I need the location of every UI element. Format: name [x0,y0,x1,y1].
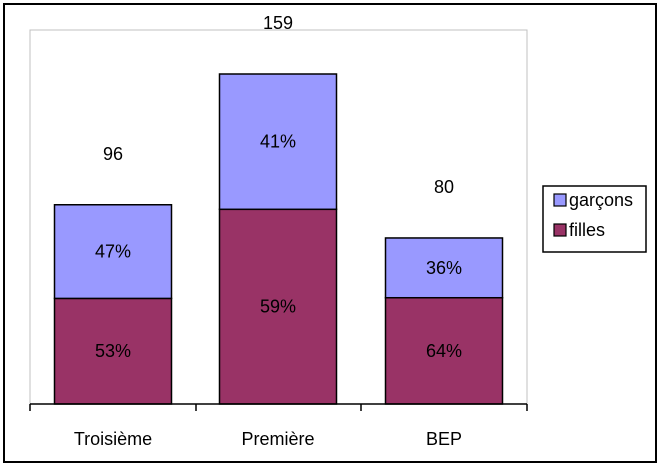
total-label-2: 80 [434,177,454,197]
legend: garçons filles [542,185,647,253]
data-label-filles-1: 59% [260,297,296,317]
bar-garçons-2 [384,237,504,299]
category-label-1: Première [241,429,314,449]
category-label-2: BEP [426,429,462,449]
total-label-0: 96 [103,144,123,164]
bar-garçons-1 [218,73,338,211]
legend-swatch-filles [553,223,567,237]
bar-garçons-0 [53,204,173,300]
data-label-filles-0: 53% [95,341,131,361]
legend-label-filles: filles [569,220,605,240]
bar-filles-1 [218,208,338,405]
total-label-1: 159 [263,13,293,33]
data-label-garçons-1: 41% [260,132,296,152]
legend-swatch-garçons [553,193,567,207]
data-label-filles-2: 64% [426,341,462,361]
category-label-0: Troisième [74,429,152,449]
data-label-garçons-0: 47% [95,242,131,262]
data-label-garçons-2: 36% [426,258,462,278]
legend-label-garçons: garçons [569,190,633,210]
